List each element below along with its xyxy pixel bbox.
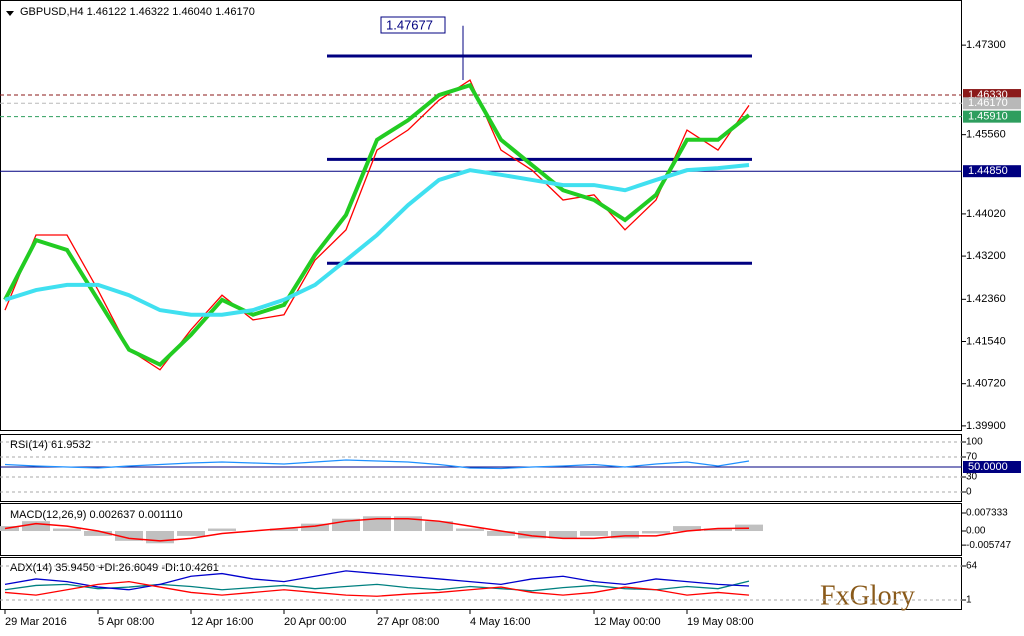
y-tick-label: 1.44020 — [966, 208, 1006, 220]
price-badge — [963, 165, 1021, 178]
price-badge — [963, 110, 1021, 123]
y-tick-label: 0.00 — [966, 526, 986, 537]
y-tick-label: 100 — [966, 437, 983, 448]
bar — [735, 524, 763, 532]
bar — [487, 531, 515, 536]
y-tick-label: 1 — [966, 595, 972, 606]
y-tick-label: 1.42360 — [966, 293, 1006, 305]
bar — [84, 531, 112, 536]
price-badge — [963, 97, 1021, 110]
adx-panel — [0, 557, 962, 610]
y-tick-label: 30 — [966, 472, 978, 483]
x-tick-label: 20 Apr 00:00 — [284, 616, 346, 628]
y-tick-label: 1.43200 — [966, 250, 1006, 262]
level-badge-label: 50.0000 — [968, 461, 1008, 473]
x-tick-label: 19 May 08:00 — [687, 616, 754, 628]
y-tick-label: 1.39900 — [966, 420, 1006, 432]
price-badge-label: 1.45910 — [968, 111, 1008, 123]
high-label: 1.47677 — [386, 17, 433, 32]
level-badge — [963, 461, 1021, 473]
bar — [270, 528, 298, 532]
y-tick-label: -0.005747 — [966, 540, 1011, 551]
series-line — [4, 570, 750, 591]
menu-arrow — [6, 11, 14, 16]
x-tick-label: 12 Apr 16:00 — [191, 616, 253, 628]
series-line — [4, 517, 750, 542]
series-line — [4, 580, 750, 592]
rsi-title: RSI(14) 61.9532 — [10, 439, 91, 451]
x-tick-label: 5 Apr 08:00 — [98, 616, 154, 628]
bar — [301, 523, 329, 532]
adx-title: ADX(14) 35.9450 +DI:26.6049 -DI:10.4261 — [10, 562, 219, 574]
series-line — [4, 163, 750, 317]
chart-title: GBPUSD,H4 1.46122 1.46322 1.46040 1.4617… — [20, 6, 255, 18]
bar — [115, 531, 143, 541]
y-tick-label: 1.41540 — [966, 335, 1006, 347]
y-tick-label: 0.007333 — [966, 508, 1008, 519]
y-tick-label: 64 — [966, 561, 978, 572]
bar — [580, 531, 608, 536]
bar — [456, 528, 484, 532]
y-tick-label: 1.47300 — [966, 39, 1006, 51]
y-tick-label: 1.40720 — [966, 378, 1006, 390]
bar — [425, 521, 453, 532]
bar — [22, 521, 50, 532]
main-panel — [0, 0, 962, 431]
rsi-panel — [0, 434, 962, 502]
bar — [208, 528, 236, 532]
x-tick-label: 27 Apr 08:00 — [377, 616, 439, 628]
x-tick-label: 12 May 00:00 — [594, 616, 661, 628]
y-tick-label: 1.45560 — [966, 129, 1006, 141]
price-badge-label: 1.46170 — [968, 97, 1008, 109]
bar — [673, 526, 701, 532]
series-line — [3, 82, 751, 368]
y-tick-label: 0 — [966, 487, 972, 498]
macd-title: MACD(12,26,9) 0.002637 0.001110 — [10, 509, 183, 521]
bar — [611, 531, 639, 539]
bar — [53, 528, 81, 532]
bar — [518, 531, 546, 539]
y-tick-label: 70 — [966, 452, 978, 463]
bar — [549, 531, 577, 539]
series-line — [4, 580, 750, 597]
price-badge-label: 1.44850 — [968, 165, 1008, 177]
x-tick-label: 29 Mar 2016 — [5, 616, 67, 628]
bar — [704, 528, 732, 532]
x-tick-label: 4 May 16:00 — [470, 616, 531, 628]
series-line — [4, 459, 750, 470]
high-box — [380, 16, 446, 34]
bar — [642, 531, 670, 534]
bar — [177, 531, 205, 536]
logo: FxGlory — [820, 580, 915, 611]
